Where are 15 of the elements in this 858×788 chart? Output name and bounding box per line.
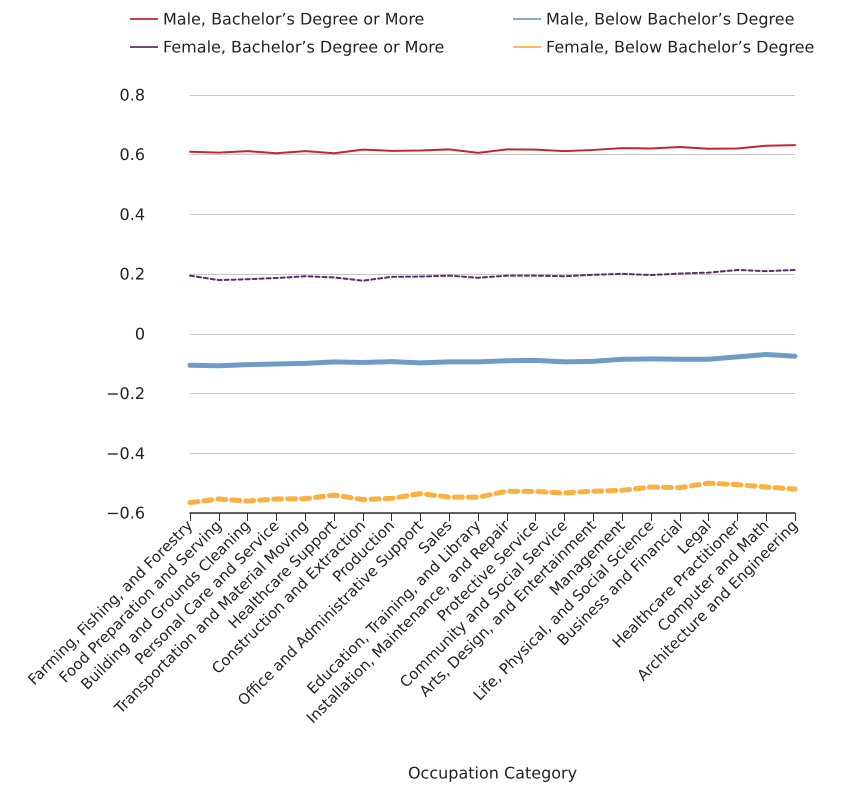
y-tick-label: −0.2 (106, 384, 145, 404)
y-tick-label: 0.6 (120, 145, 145, 164)
legend-label: Male, Bachelor’s Degree or More (163, 10, 424, 28)
x-axis-title: Occupation Category (408, 764, 578, 782)
y-tick-label: 0.4 (120, 204, 145, 224)
y-tick-label: 0.8 (120, 86, 145, 104)
legend-label: Female, Bachelor’s Degree or More (163, 38, 444, 56)
legend-label: Female, Below Bachelor’s Degree (546, 38, 814, 56)
y-tick-label: 0.2 (120, 264, 145, 284)
legend-label: Male, Below Bachelor’s Degree (546, 10, 794, 28)
line-series (189, 144, 796, 154)
y-tick-label: 0 (134, 324, 145, 344)
y-tick-label: −0.4 (106, 444, 145, 463)
y-tick-label: −0.6 (106, 504, 145, 522)
line-series (189, 268, 796, 282)
